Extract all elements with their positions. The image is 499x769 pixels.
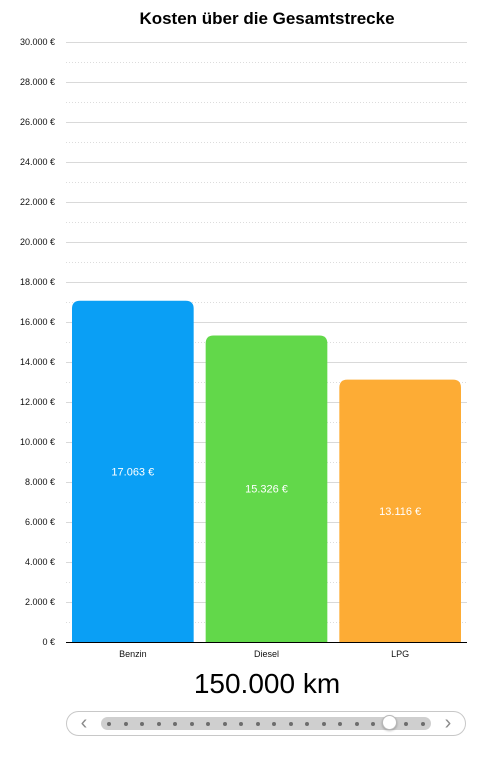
bar-chart: 0 € 2.000 € 4.000 € 6.000 € 8.000 € 10.000 € 1… <box>20 37 467 659</box>
slider-step-dot <box>189 721 194 726</box>
y-tick-label: 10.000 € <box>20 437 55 447</box>
distance-slider[interactable]: ‹ › <box>66 711 466 736</box>
y-tick-label: 16.000 € <box>20 317 55 327</box>
slider-step-dot <box>123 721 128 726</box>
y-tick-label: 20.000 € <box>20 237 55 247</box>
y-tick-label: 22.000 € <box>20 197 55 207</box>
y-tick-label: 26.000 € <box>20 117 55 127</box>
slider-step-dot <box>173 721 178 726</box>
slider-step-dot <box>140 721 145 726</box>
chevron-right-icon[interactable]: › <box>444 712 452 734</box>
slider-step-dot <box>338 721 343 726</box>
slider-step-dot <box>107 721 111 726</box>
bar-diesel <box>205 335 328 642</box>
chart-title: Kosten über die Gesamtstrecke <box>139 9 395 28</box>
slider-step-dot <box>321 721 326 726</box>
slider-step-dot <box>156 721 161 726</box>
y-tick-label: 18.000 € <box>20 277 55 287</box>
x-tick-label: Benzin <box>119 649 147 659</box>
y-tick-label: 14.000 € <box>20 357 55 367</box>
slider-step-dot <box>354 721 359 726</box>
slider-step-dot <box>421 721 425 726</box>
slider-track[interactable] <box>101 715 431 730</box>
chevron-left-icon[interactable]: ‹ <box>80 712 88 734</box>
y-tick-label: 8.000 € <box>25 477 55 487</box>
bar-value-label: 17.063 € <box>111 466 154 478</box>
slider-step-dot <box>255 721 260 726</box>
y-tick-label: 24.000 € <box>20 157 55 167</box>
bar-lpg <box>339 379 461 642</box>
slider-step-dot <box>371 721 376 726</box>
bar-value-label: 15.326 € <box>245 484 288 496</box>
x-tick-label: Diesel <box>254 649 279 659</box>
slider-step-dot <box>404 721 409 726</box>
y-tick-label: 28.000 € <box>20 77 55 87</box>
slider-step-dot <box>239 721 244 726</box>
y-tick-label: 6.000 € <box>25 517 55 527</box>
bar-benzin <box>72 300 194 642</box>
x-tick-label: LPG <box>391 649 409 659</box>
slider-step-dot <box>272 721 277 726</box>
y-tick-label: 12.000 € <box>20 397 55 407</box>
bar-value-label: 13.116 € <box>379 506 421 518</box>
slider-step-dot <box>206 721 211 726</box>
slider-step-dot <box>288 721 293 726</box>
distance-label: 150.000 km <box>193 668 341 699</box>
slider-step-dot <box>222 721 227 726</box>
slider-step-dot <box>305 721 310 726</box>
y-tick-label: 0 € <box>42 637 55 647</box>
slider-thumb[interactable] <box>382 715 398 730</box>
y-tick-label: 2.000 € <box>25 597 55 607</box>
y-tick-label: 30.000 € <box>20 37 55 47</box>
y-tick-label: 4.000 € <box>25 557 55 567</box>
